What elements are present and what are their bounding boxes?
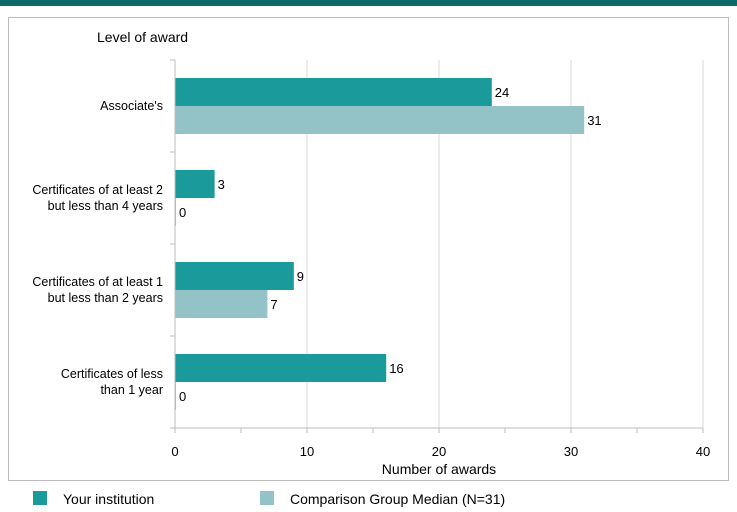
bar-s0-c0 — [175, 78, 492, 106]
top-accent-bar — [0, 0, 737, 6]
x-tick-label-10: 10 — [300, 444, 314, 459]
x-axis-title: Number of awards — [382, 461, 496, 477]
category-label-line: Associate's — [100, 99, 163, 113]
category-label-line: but less than 2 years — [48, 291, 163, 305]
category-label-line: Certificates of at least 1 — [32, 275, 163, 289]
bar-s1-c0 — [175, 106, 585, 134]
legend-swatch-comparison-median — [260, 491, 274, 505]
value-label-s0-c2: 9 — [297, 269, 304, 284]
x-tick-label-20: 20 — [432, 444, 446, 459]
value-label-s1-c0: 31 — [587, 113, 601, 128]
category-label-2: Certificates of at least 1 but less than … — [32, 275, 163, 305]
category-label-line: but less than 4 years — [48, 199, 163, 213]
category-label-line: than 1 year — [100, 383, 163, 397]
value-label-s1-c3: 0 — [179, 389, 186, 404]
category-label-line: Certificates of less — [61, 367, 163, 381]
legend-label-comparison-median: Comparison Group Median (N=31) — [290, 491, 506, 507]
category-label-0: Associate's — [100, 99, 163, 113]
y-axis-title: Level of award — [97, 29, 188, 45]
bar-s1-c2 — [175, 290, 268, 318]
bars — [175, 78, 585, 410]
axes — [170, 59, 704, 433]
x-tick-label-30: 30 — [564, 444, 578, 459]
value-label-s0-c1: 3 — [218, 177, 225, 192]
value-label-s0-c3: 16 — [389, 361, 403, 376]
category-label-1: Certificates of at least 2 but less than … — [32, 183, 163, 213]
bar-s0-c1 — [175, 170, 215, 198]
legend-swatch-your-institution — [33, 491, 47, 505]
x-tick-label-0: 0 — [171, 444, 178, 459]
value-label-s0-c0: 24 — [495, 85, 509, 100]
bar-s0-c2 — [175, 262, 294, 290]
category-label-line: Certificates of at least 2 — [32, 183, 163, 197]
legend-label-your-institution: Your institution — [63, 491, 155, 507]
category-label-3: Certificates of less than 1 year — [61, 367, 163, 397]
x-tick-label-40: 40 — [696, 444, 710, 459]
value-label-s1-c1: 0 — [179, 205, 186, 220]
bar-s0-c3 — [175, 354, 387, 382]
value-label-s1-c2: 7 — [270, 297, 277, 312]
